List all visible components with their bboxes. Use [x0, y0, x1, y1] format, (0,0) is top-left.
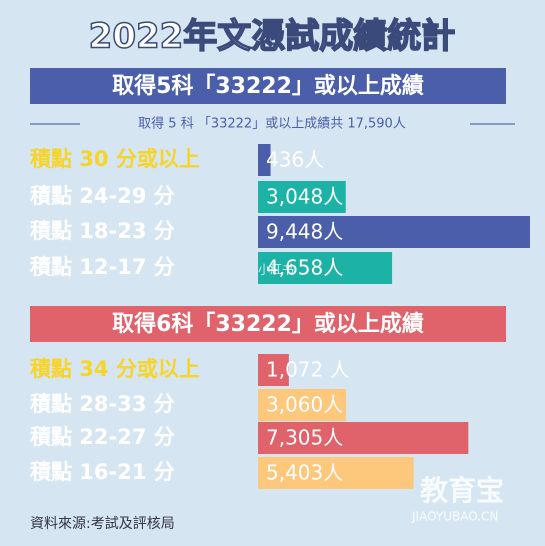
- value-label: 3,060人: [266, 393, 343, 417]
- title: 2022年文憑試成績統計: [89, 17, 456, 57]
- value-label: 4,658人: [266, 256, 343, 280]
- watermark: 教育宝: [420, 474, 504, 507]
- category-label: 積點 22-27 分: [30, 425, 175, 449]
- bar: [258, 252, 393, 284]
- bar: [258, 181, 346, 213]
- section-heading-box: [30, 306, 506, 342]
- section-heading: 取得6科「33222」或以上成績: [112, 311, 424, 337]
- bar: [258, 389, 347, 421]
- category-label: 積點 30 分或以上: [30, 147, 200, 171]
- bar: [258, 144, 271, 176]
- category-label: 積點 24-29 分: [30, 184, 175, 208]
- subtitle: 取得 5 科 「33222」或以上成績共 17,590人: [138, 116, 406, 132]
- bar: [258, 457, 414, 489]
- watermark: 小紅书: [258, 263, 294, 277]
- bar: [258, 354, 289, 386]
- category-label: 積點 34 分或以上: [30, 357, 200, 381]
- category-label: 積點 18-23 分: [30, 219, 175, 243]
- value-label: 7,305人: [266, 426, 343, 450]
- value-label: 9,448人: [266, 220, 343, 244]
- source: 資料來源:考試及評核局: [30, 516, 175, 532]
- value-label: 5,403人: [266, 461, 343, 485]
- bar: [258, 422, 469, 454]
- category-label: 積點 28-33 分: [30, 392, 175, 416]
- value-label: 1,072 人: [266, 358, 350, 382]
- category-label: 積點 12-17 分: [30, 255, 175, 279]
- section-heading-box: [30, 68, 506, 104]
- bar: [258, 216, 530, 248]
- value-label: 3,048人: [266, 185, 343, 209]
- value-label: 436人: [266, 148, 324, 172]
- watermark: JIAOYUBAO.CN: [411, 510, 498, 524]
- section-heading: 取得5科「33222」或以上成績: [112, 73, 424, 99]
- category-label: 積點 16-21 分: [30, 460, 175, 484]
